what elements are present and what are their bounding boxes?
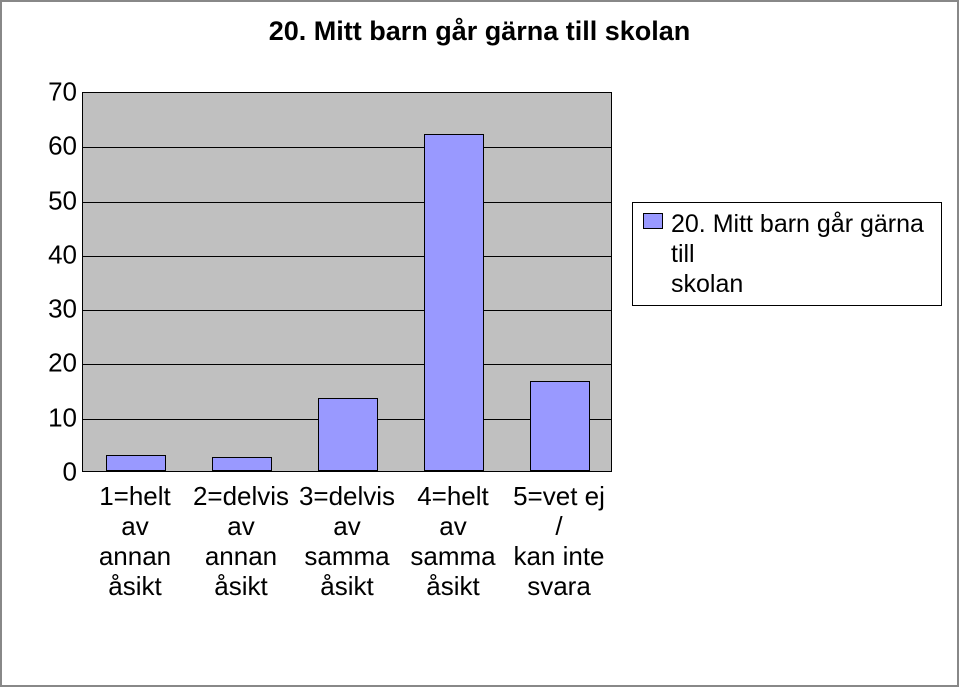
chart-container: 20. Mitt barn går gärna till skolan 20. … — [0, 0, 959, 687]
y-tick-label: 20 — [37, 348, 77, 379]
legend: 20. Mitt barn går gärna till skolan — [632, 202, 942, 306]
bar — [530, 381, 589, 471]
y-tick-label: 40 — [37, 239, 77, 270]
bar — [212, 457, 271, 471]
gridline — [83, 147, 611, 148]
y-tick-label: 50 — [37, 185, 77, 216]
gridline — [83, 364, 611, 365]
gridline — [83, 202, 611, 203]
chart-title: 20. Mitt barn går gärna till skolan — [2, 16, 957, 47]
y-tick-label: 60 — [37, 131, 77, 162]
plot-area — [82, 92, 612, 472]
gridline — [83, 256, 611, 257]
y-tick-label: 70 — [37, 77, 77, 108]
legend-swatch — [643, 213, 663, 229]
x-tick-label: 5=vet ej / kan inte svara — [506, 482, 612, 602]
bar — [424, 134, 483, 471]
x-tick-label: 1=helt av annan åsikt — [82, 482, 188, 602]
bar — [106, 455, 165, 471]
x-tick-label: 2=delvis av annan åsikt — [188, 482, 294, 602]
y-tick-label: 10 — [37, 402, 77, 433]
x-tick-label: 4=helt av samma åsikt — [400, 482, 506, 602]
y-tick-label: 30 — [37, 294, 77, 325]
gridline — [83, 310, 611, 311]
bar — [318, 398, 377, 471]
y-tick-label: 0 — [37, 457, 77, 488]
legend-label: 20. Mitt barn går gärna till skolan — [671, 209, 931, 299]
x-tick-label: 3=delvis av samma åsikt — [294, 482, 400, 602]
